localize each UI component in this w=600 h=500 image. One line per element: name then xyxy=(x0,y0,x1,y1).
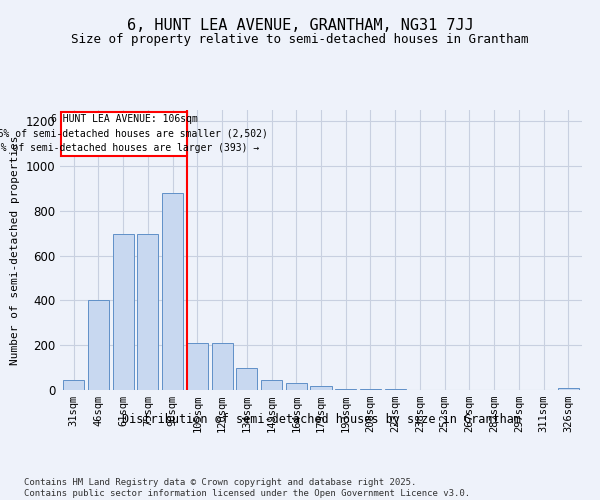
Bar xyxy=(162,193,183,390)
Bar xyxy=(310,386,332,390)
Bar xyxy=(63,380,84,390)
Y-axis label: Number of semi-detached properties: Number of semi-detached properties xyxy=(10,135,20,365)
Text: 13% of semi-detached houses are larger (393) →: 13% of semi-detached houses are larger (… xyxy=(0,143,259,153)
Bar xyxy=(286,384,307,390)
Bar xyxy=(212,343,233,390)
FancyBboxPatch shape xyxy=(61,112,187,156)
Bar xyxy=(335,389,356,390)
Bar xyxy=(558,388,579,390)
Bar xyxy=(360,389,381,390)
Text: 6, HUNT LEA AVENUE, GRANTHAM, NG31 7JJ: 6, HUNT LEA AVENUE, GRANTHAM, NG31 7JJ xyxy=(127,18,473,32)
Bar xyxy=(88,300,109,390)
Text: Size of property relative to semi-detached houses in Grantham: Size of property relative to semi-detach… xyxy=(71,32,529,46)
Text: 6 HUNT LEA AVENUE: 106sqm: 6 HUNT LEA AVENUE: 106sqm xyxy=(50,114,197,124)
Bar xyxy=(113,234,134,390)
Text: Contains HM Land Registry data © Crown copyright and database right 2025.
Contai: Contains HM Land Registry data © Crown c… xyxy=(24,478,470,498)
Bar xyxy=(385,389,406,390)
Bar xyxy=(187,343,208,390)
Text: ← 86% of semi-detached houses are smaller (2,502): ← 86% of semi-detached houses are smalle… xyxy=(0,128,268,138)
Bar xyxy=(261,380,282,390)
Bar xyxy=(236,368,257,390)
Text: Distribution of semi-detached houses by size in Grantham: Distribution of semi-detached houses by … xyxy=(121,412,521,426)
Bar xyxy=(137,234,158,390)
